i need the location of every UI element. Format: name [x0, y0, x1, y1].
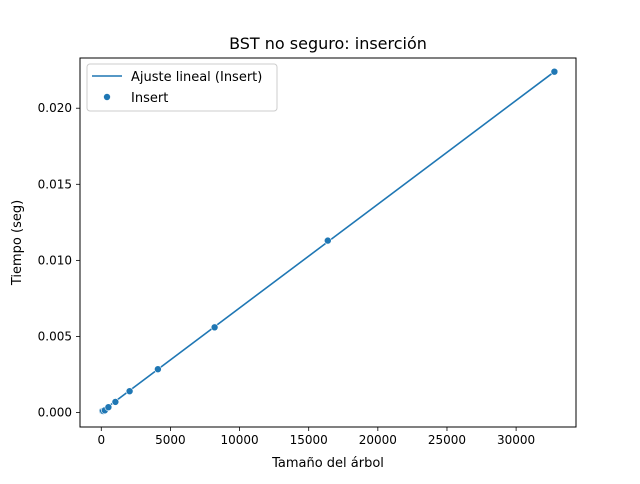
legend-label-insert: Insert	[131, 91, 168, 106]
scatter-point	[550, 67, 559, 76]
y-axis-label: Tiempo (seg)	[10, 200, 25, 286]
scatter-point	[154, 365, 162, 374]
scatter-point	[323, 236, 332, 245]
x-axis-ticks: 0 5000 10000 15000 20000 25000 30000	[97, 427, 535, 447]
x-tick-label: 25000	[428, 433, 466, 447]
scatter-point	[210, 323, 219, 332]
legend-marker-swatch	[103, 93, 111, 101]
y-tick-label: 0.015	[38, 177, 72, 191]
axes-frame	[79, 57, 577, 428]
y-axis-ticks: 0.000 0.005 0.010 0.015 0.020	[38, 101, 80, 420]
scatter-point	[111, 398, 120, 406]
x-tick-label: 5000	[155, 433, 186, 447]
chart-title: BST no seguro: inserción	[229, 34, 427, 53]
x-tick-label: 15000	[290, 433, 328, 447]
y-tick-label: 0.010	[38, 253, 72, 267]
plot-area	[98, 67, 559, 415]
x-tick-label: 10000	[220, 433, 258, 447]
legend: Ajuste lineal (Insert) Insert	[86, 63, 278, 112]
scatter-point	[104, 403, 113, 412]
scatter-point	[125, 387, 134, 396]
y-tick-label: 0.005	[38, 329, 72, 343]
legend-label-fit: Ajuste lineal (Insert)	[131, 70, 262, 85]
x-tick-label: 20000	[359, 433, 397, 447]
legend-box	[86, 63, 278, 112]
x-tick-label: 30000	[497, 433, 535, 447]
y-tick-label: 0.000	[38, 406, 72, 420]
y-tick-label: 0.020	[38, 101, 72, 115]
x-tick-label: 0	[97, 433, 105, 447]
x-axis-label: Tamaño del árbol	[271, 456, 384, 471]
